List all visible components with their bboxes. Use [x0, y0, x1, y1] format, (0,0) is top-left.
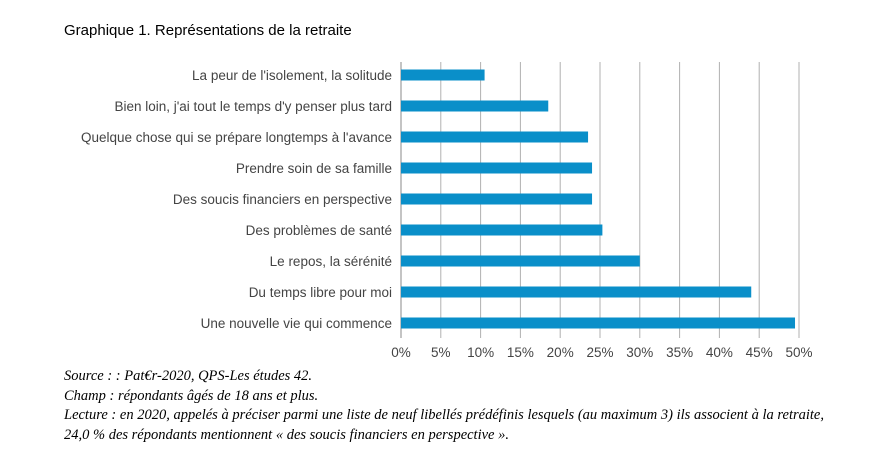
category-label: Prendre soin de sa famille	[236, 161, 392, 176]
bar	[401, 193, 593, 205]
bar	[401, 255, 640, 267]
x-tick-label: 25%	[586, 345, 613, 360]
category-label: Des problèmes de santé	[246, 223, 392, 238]
bar	[401, 69, 485, 81]
bar	[401, 100, 549, 112]
category-label: Une nouvelle vie qui commence	[201, 316, 392, 331]
bar	[401, 131, 589, 143]
figure-title: Graphique 1. Représentations de la retra…	[64, 22, 352, 39]
lecture-note: Lecture : en 2020, appelés à préciser pa…	[64, 407, 824, 443]
category-label: Des soucis financiers en perspective	[173, 192, 392, 207]
x-tick-label: 35%	[666, 345, 693, 360]
category-labels: La peur de l'isolement, la solitude Bien …	[81, 68, 392, 331]
x-tick-label: 30%	[626, 345, 653, 360]
bar	[401, 286, 752, 298]
source-note: Source : : Pat€r-2020, QPS-Les études 42…	[64, 368, 313, 384]
x-tick-label: 15%	[507, 345, 534, 360]
champ-note: Champ : répondants âgés de 18 ans et plu…	[64, 387, 319, 404]
category-label: Le repos, la sérénité	[270, 254, 392, 269]
bar	[401, 224, 603, 236]
x-tick-label: 10%	[467, 345, 494, 360]
bars	[401, 69, 796, 329]
figure-notes: Source : : Pat€r-2020, QPS-Les études 42…	[64, 367, 824, 445]
x-tick-label: 40%	[706, 345, 733, 360]
bar	[401, 162, 593, 174]
category-label: Quelque chose qui se prépare longtemps à…	[81, 130, 392, 145]
x-tick-label: 0%	[391, 345, 411, 360]
category-label: Du temps libre pour moi	[249, 285, 392, 300]
bar	[401, 317, 796, 329]
x-tick-label: 45%	[746, 345, 773, 360]
x-tick-labels: 0% 5% 10% 15% 20% 25% 30% 35% 40% 45% 50%	[391, 345, 812, 360]
category-label: La peur de l'isolement, la solitude	[192, 68, 392, 83]
category-label: Bien loin, j'ai tout le temps d'y penser…	[114, 99, 392, 114]
x-tick-label: 50%	[785, 345, 812, 360]
x-tick-label: 5%	[431, 345, 451, 360]
x-tick-label: 20%	[547, 345, 574, 360]
